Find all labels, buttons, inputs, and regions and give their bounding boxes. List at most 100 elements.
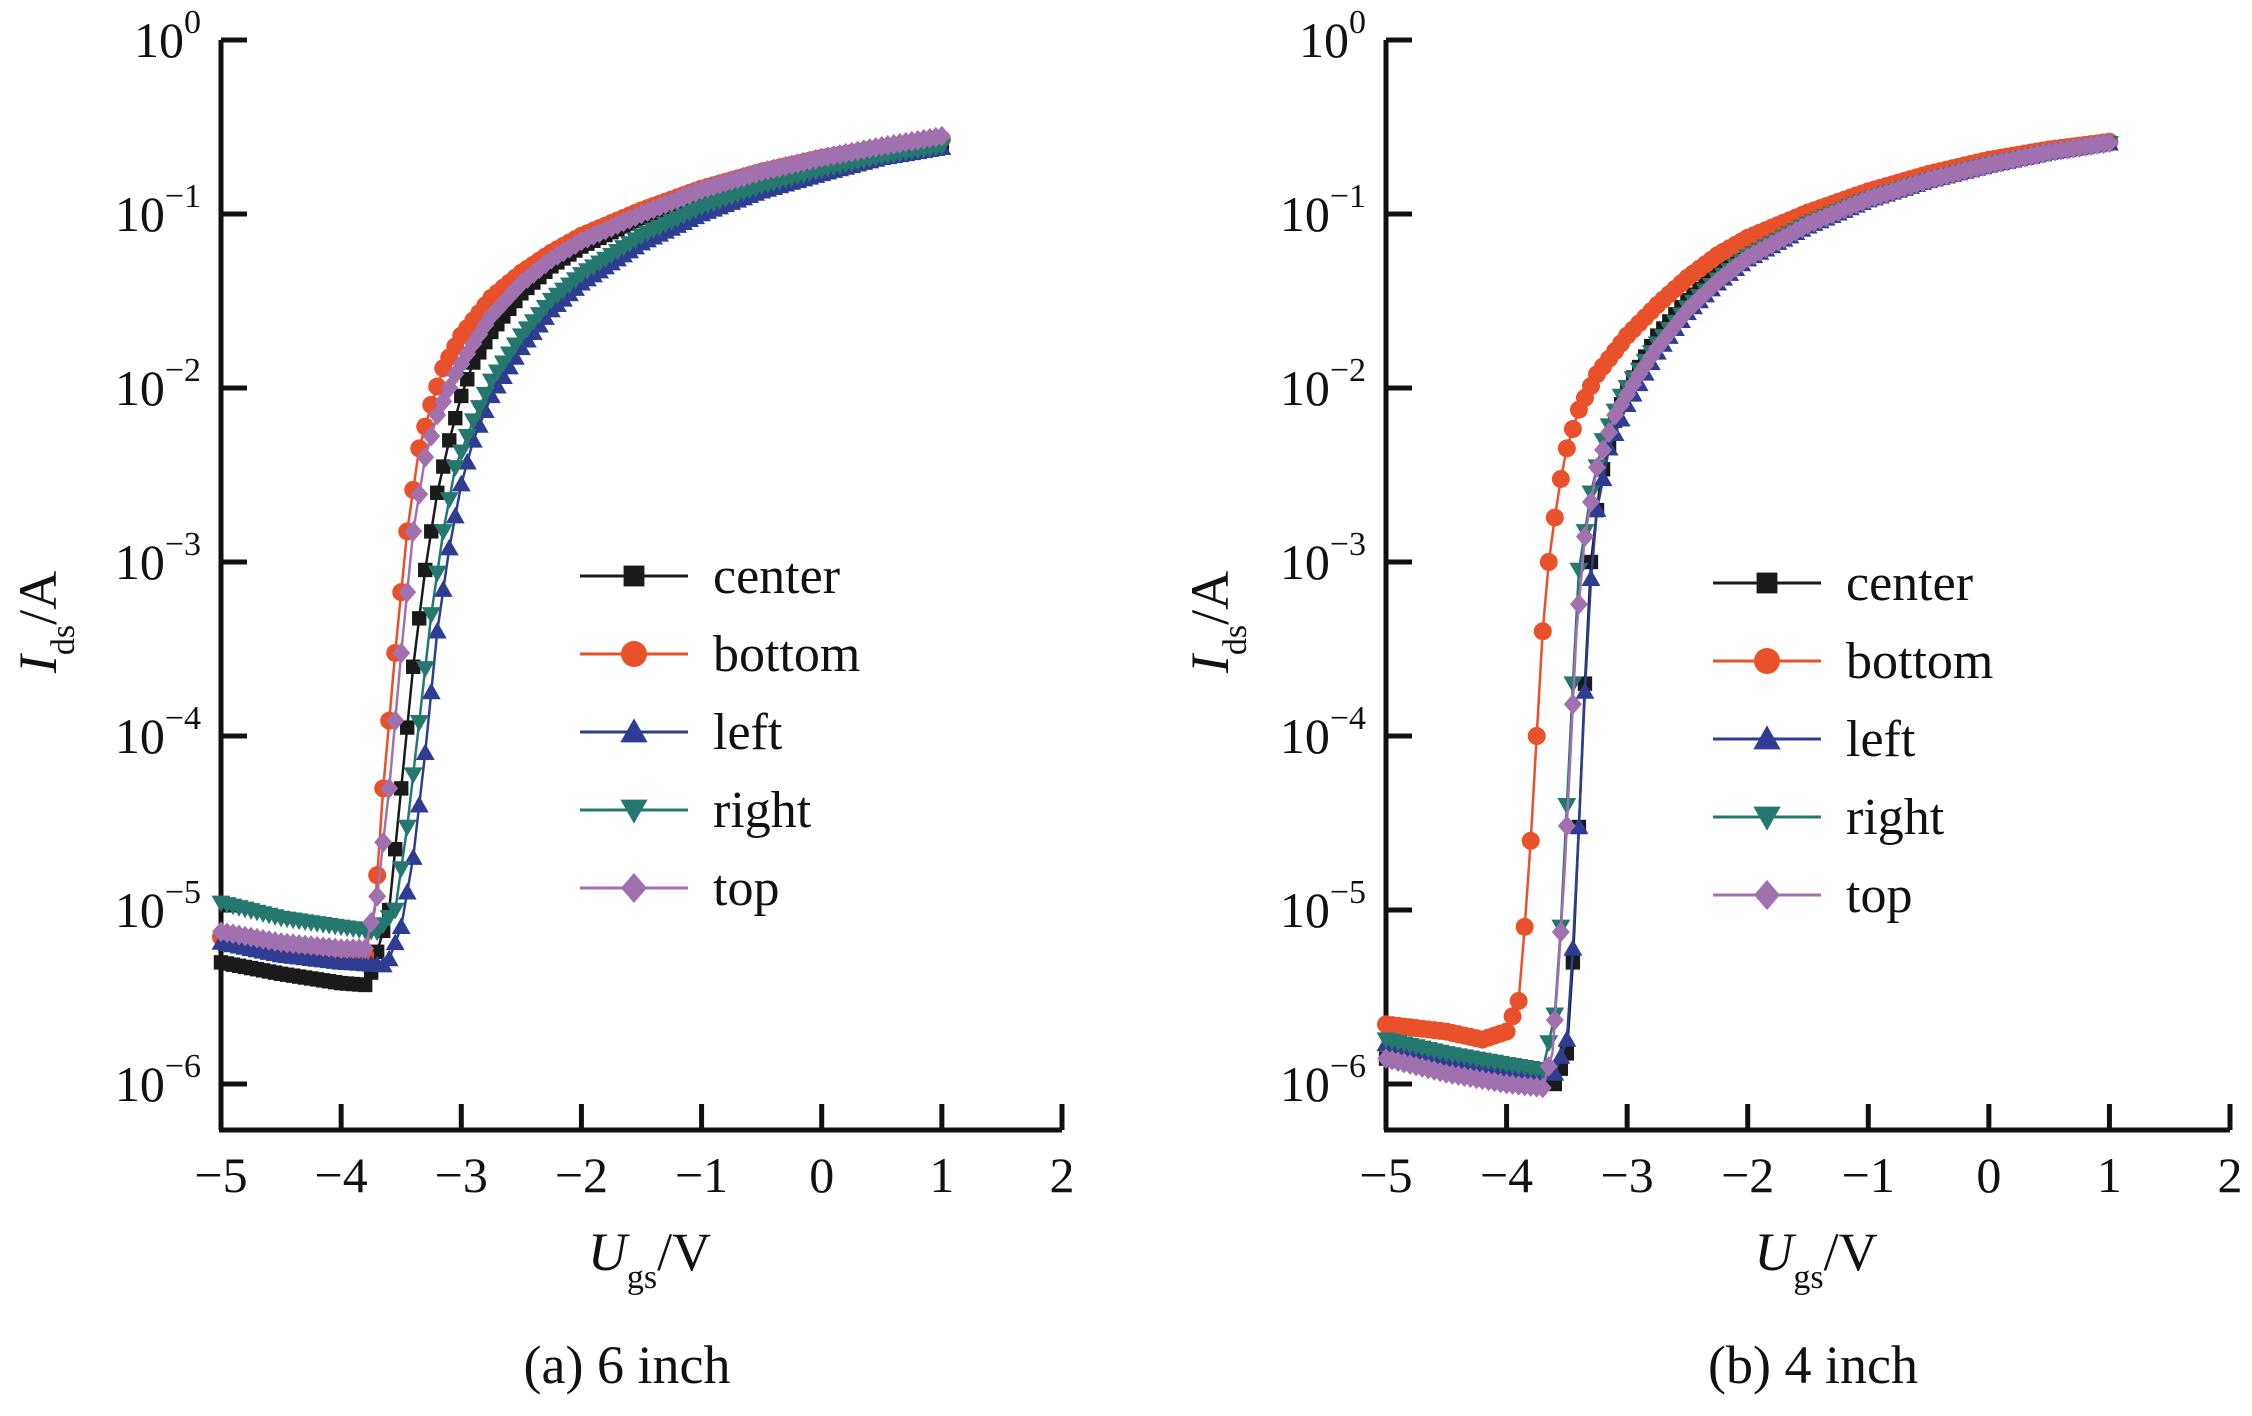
series-left [1376,133,2119,1081]
data-point-top [470,323,489,345]
data-point-right [433,524,453,541]
data-point-bottom [1533,622,1552,641]
data-point-left [403,848,423,865]
data-point-right [397,819,417,837]
legend-marker-bottom [1754,648,1780,674]
legend-marker-left [1753,725,1781,750]
data-point-left [385,933,405,951]
data-point-top [932,125,951,147]
legend: center bottom left right top [580,548,860,917]
data-point-left [469,416,489,433]
series-top [1377,132,2119,1099]
legend-label-right: right [1846,789,1945,846]
data-point-center [430,485,445,500]
data-point-top [1648,337,1667,359]
data-point-top [1539,1055,1558,1077]
data-point-right [445,460,465,477]
y-axis-title: Ids/A [1180,571,1254,674]
x-axis-title: Ugs/V [588,1222,711,1296]
data-point-top [482,305,501,327]
x-tick-label: −3 [1601,1147,1654,1203]
data-point-top [446,363,465,385]
data-point-left [1545,1063,1565,1081]
data-point-center [357,977,373,993]
y-tick-label: 10−6 [1280,1048,1366,1112]
data-point-center [388,841,403,857]
data-point-top [440,377,459,399]
y-tick-label: 10−6 [115,1048,201,1112]
y-tick-label: 100 [134,4,201,68]
data-point-top [1636,355,1655,376]
legend-label-bottom: bottom [1846,633,1993,690]
data-point-left [1557,1030,1577,1047]
data-point-top [1594,439,1613,461]
data-point-bottom [1563,420,1582,439]
data-point-top [374,831,393,853]
chart-panel-b: −5 −4 −3 −2 −1 0 1 2 100 10−1 10−2 10−3 10−4 10−5 10−6… [1180,4,2243,1395]
data-point-left [409,795,429,813]
series-center [1378,136,2117,1092]
data-point-right [427,565,447,583]
data-point-right [385,902,405,920]
y-axis-title: Ids/A [8,571,82,674]
legend-label-right: right [713,782,812,839]
data-point-left [433,580,453,597]
y-tick-label: 10−1 [1280,178,1366,242]
data-point-top [356,938,375,959]
data-point-left [445,506,465,524]
y-tick-label: 10−3 [1280,526,1366,590]
data-point-bottom [1515,917,1534,936]
data-point-top [1600,422,1619,443]
data-point-center [442,433,457,448]
data-point-left [439,538,459,556]
legend-marker-left [620,718,648,743]
x-tick-label: −2 [555,1147,608,1203]
data-point-left [499,357,519,375]
data-point-center [412,611,427,626]
data-point-top [416,446,435,468]
data-point-right [403,767,423,785]
x-tick-label: −4 [315,1147,368,1203]
data-point-right [1539,1035,1559,1052]
data-point-top [518,268,537,289]
legend-marker-right [620,799,648,824]
data-point-top [380,778,399,799]
data-point-right [391,861,411,878]
data-point-top [386,710,405,732]
data-point-left [1563,939,1583,956]
x-tick-label: −1 [675,1147,728,1203]
data-point-bottom [1551,469,1570,488]
data-point-top [1630,363,1649,385]
y-tick-label: 10−3 [115,526,201,590]
data-point-center [400,720,415,735]
x-tick-label: 1 [2097,1147,2122,1203]
series-line-top [1385,141,2110,1090]
x-tick-label: −2 [1721,1147,1774,1203]
data-point-top [434,391,453,412]
data-point-left [397,882,417,900]
data-point-top [524,263,543,284]
data-point-right [409,715,429,732]
series-line-bottom [1385,140,2110,1041]
legend-label-top: top [1846,867,1912,924]
data-point-top [1533,1077,1552,1099]
y-tick-label: 10−2 [1280,352,1366,416]
data-point-center [436,459,451,474]
data-point-top [398,581,417,603]
data-point-top [530,258,549,280]
data-point-left [1575,682,1595,699]
x-tick-label: 0 [1976,1147,2001,1203]
chart-panel-a: −5 −4 −3 −2 −1 0 1 2 100 10−1 10−2 10−3 10−4 10−5 10−6… [8,4,1075,1395]
data-point-bottom [1527,727,1546,745]
y-tick-label: 10−2 [115,352,201,416]
data-point-top [1569,593,1588,615]
y-tick-label: 10−5 [1280,874,1366,938]
x-tick-label: −1 [1842,1147,1895,1203]
data-point-right [439,492,459,509]
data-point-bottom [368,866,387,885]
x-axis-title: Ugs/V [1754,1222,1877,1296]
data-point-right [451,444,471,462]
y-tick-label: 10−5 [115,874,201,938]
data-point-left [427,621,447,639]
data-point-top [1588,456,1606,478]
